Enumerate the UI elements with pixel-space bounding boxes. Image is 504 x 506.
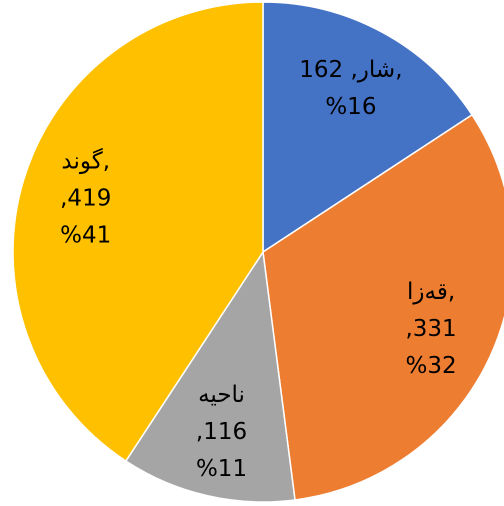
data-label: ,116 [196,419,247,445]
data-label: قەزا, [407,279,455,305]
pie-slice [262,1,474,254]
data-label: شار, 162, [299,57,402,83]
data-label: گوند, [61,148,110,175]
data-label: %16 [325,94,376,120]
pie-slice [262,113,504,501]
data-label: %11 [196,456,247,482]
data-label: ,331 [405,316,456,342]
pie-slice [124,249,296,503]
data-label: %41 [60,223,111,249]
data-label: %32 [406,353,457,379]
data-label: ناحیە [198,382,245,408]
pie-slice [12,1,264,463]
data-label: ,419 [60,186,111,212]
